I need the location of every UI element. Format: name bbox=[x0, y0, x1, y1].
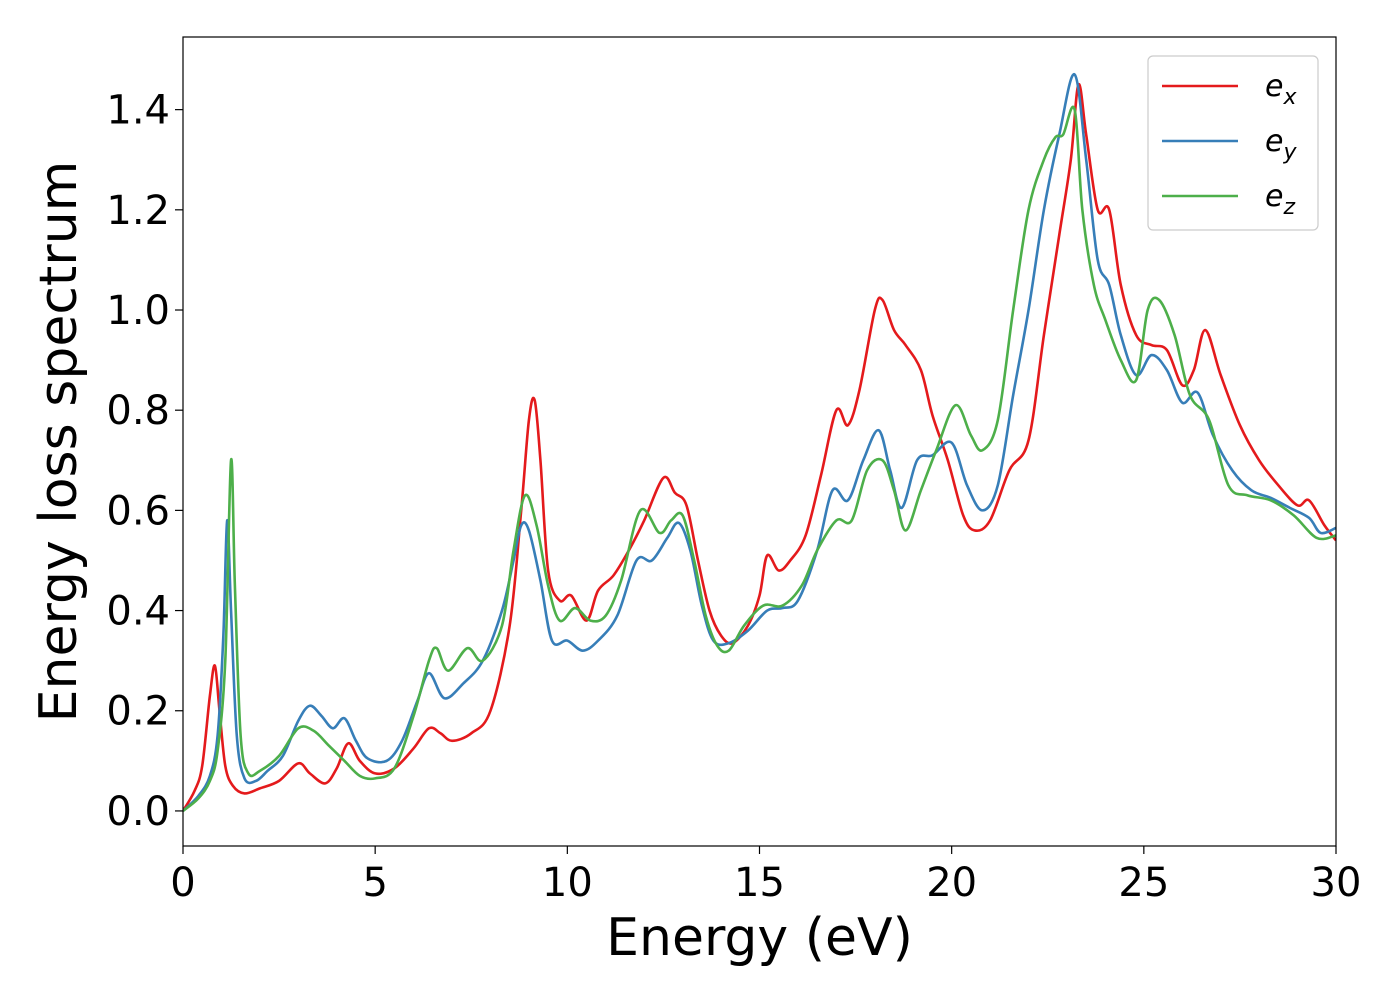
y-tick-label: 0.4 bbox=[106, 589, 170, 635]
x-tick-label: 10 bbox=[542, 860, 593, 906]
series-line-ey bbox=[183, 73, 1336, 812]
y-axis-label: Energy loss spectrum bbox=[29, 161, 89, 723]
x-tick-label: 25 bbox=[1118, 860, 1169, 906]
series-lines bbox=[183, 73, 1336, 812]
y-tick-label: 1.2 bbox=[106, 188, 170, 234]
y-tick-label: 0.6 bbox=[106, 488, 170, 534]
x-tick-label: 20 bbox=[926, 860, 977, 906]
y-tick-label: 0.2 bbox=[106, 689, 170, 735]
x-tick-label: 0 bbox=[170, 860, 195, 906]
y-tick-label: 1.4 bbox=[106, 88, 170, 134]
series-line-ez bbox=[183, 105, 1336, 812]
x-tick-label: 30 bbox=[1311, 860, 1362, 906]
x-axis-ticks: 0 5 10 15 20 25 30 bbox=[170, 846, 1361, 906]
y-tick-label: 1.0 bbox=[106, 288, 170, 334]
y-tick-label: 0.8 bbox=[106, 388, 170, 434]
y-tick-label: 0.0 bbox=[106, 789, 170, 835]
legend-box bbox=[1147, 55, 1319, 231]
x-tick-label: 15 bbox=[734, 860, 785, 906]
y-axis-ticks: 0.0 0.2 0.4 0.6 0.8 1.0 1.2 1.4 bbox=[106, 88, 183, 835]
x-tick-label: 5 bbox=[362, 860, 387, 906]
x-axis-label: Energy (eV) bbox=[606, 908, 913, 968]
